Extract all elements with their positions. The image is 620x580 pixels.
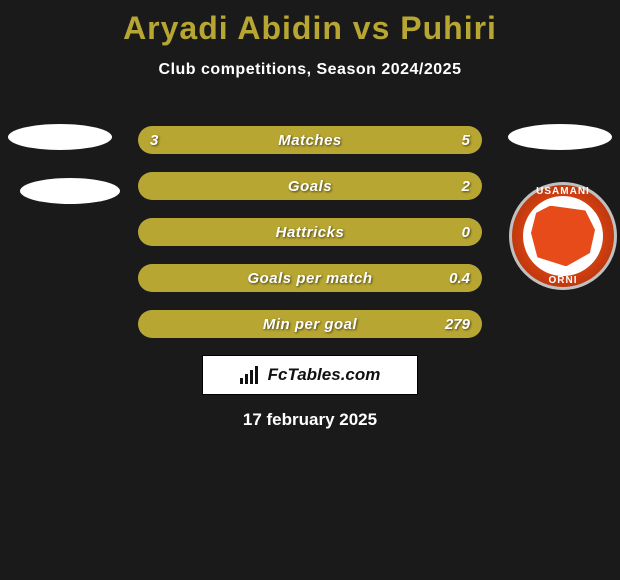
date-label: 17 february 2025 — [0, 410, 620, 430]
player-left-placeholder-1 — [8, 124, 112, 150]
page-subtitle: Club competitions, Season 2024/2025 — [0, 61, 620, 79]
badge-inner — [523, 196, 603, 276]
stat-row: Min per goal279 — [138, 310, 482, 338]
source-logo-text: FcTables.com — [268, 365, 381, 385]
stat-row: Goals2 — [138, 172, 482, 200]
bars-icon — [240, 366, 262, 384]
stat-row: Hattricks0 — [138, 218, 482, 246]
stat-row: 3Matches5 — [138, 126, 482, 154]
source-logo: FcTables.com — [202, 355, 418, 395]
stat-value-right: 279 — [445, 310, 470, 338]
stat-label: Goals per match — [138, 264, 482, 292]
stat-label: Min per goal — [138, 310, 482, 338]
stat-row: Goals per match0.4 — [138, 264, 482, 292]
stat-label: Hattricks — [138, 218, 482, 246]
stat-label: Goals — [138, 172, 482, 200]
badge-text-bottom: ORNI — [509, 275, 617, 286]
stat-value-right: 2 — [462, 172, 470, 200]
player-left-placeholder-2 — [20, 178, 120, 204]
page-title: Aryadi Abidin vs Puhiri — [0, 0, 620, 47]
stats-container: 3Matches5 Goals2 Hattricks0 Goals per match… — [138, 126, 482, 356]
stat-label: Matches — [138, 126, 482, 154]
stat-value-right: 0.4 — [449, 264, 470, 292]
stat-value-right: 5 — [462, 126, 470, 154]
player-right-placeholder — [508, 124, 612, 150]
badge-shape — [531, 206, 595, 267]
club-badge: USAMANI ORNI — [509, 182, 617, 290]
badge-text-top: USAMANI — [509, 186, 617, 197]
stat-value-right: 0 — [462, 218, 470, 246]
